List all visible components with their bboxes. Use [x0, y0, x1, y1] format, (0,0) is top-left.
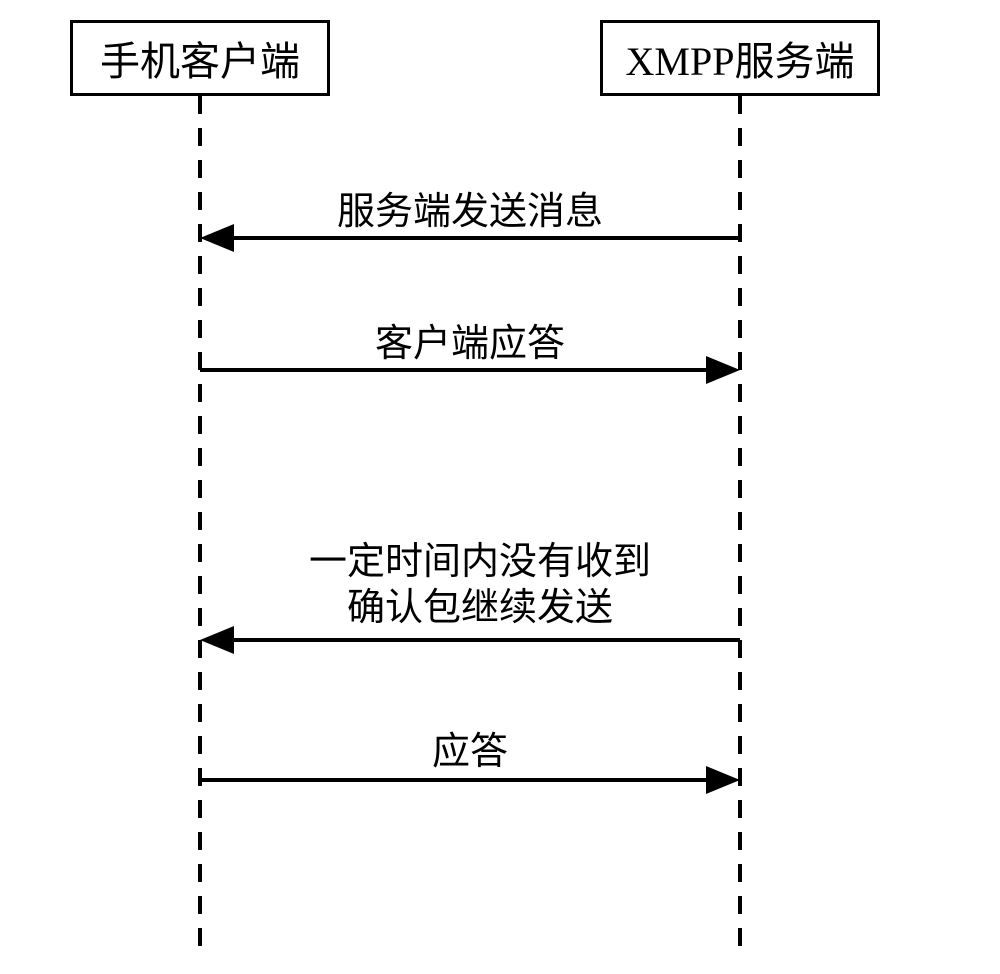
diagram-svg: [0, 0, 1000, 974]
message-label-client-ack: 客户端应答: [375, 312, 565, 367]
sequence-diagram: 手机客户端 XMPP服务端 服务端发送消息 客户端应答 一定时间内没有收到确认包…: [0, 0, 1000, 974]
message-label-ack: 应答: [432, 720, 508, 775]
message-label-retry-no-ack: 一定时间内没有收到确认包继续发送: [309, 540, 651, 631]
message-label-server-sends: 服务端发送消息: [337, 180, 603, 235]
